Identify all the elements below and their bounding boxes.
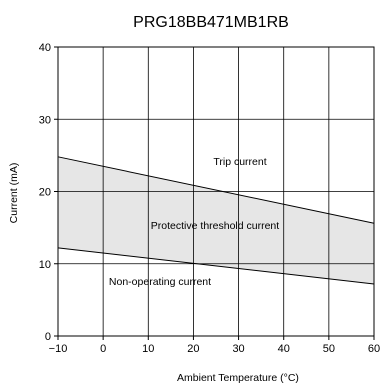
- x-tick-label: 60: [368, 343, 380, 355]
- x-tick-label: −10: [49, 343, 68, 355]
- x-tick-label: 20: [187, 343, 199, 355]
- y-tick-label: 0: [45, 331, 51, 343]
- x-tick-label: 30: [232, 343, 244, 355]
- y-tick-label: 40: [39, 42, 51, 54]
- chart-title: PRG18BB471MB1RB: [133, 14, 289, 31]
- y-tick-label: 10: [39, 259, 51, 271]
- x-axis-label: Ambient Temperature (°C): [177, 372, 299, 383]
- non-operating-current-line: [57, 247, 375, 285]
- y-axis-label: Current (mA): [8, 163, 20, 224]
- x-tick-label: 40: [278, 343, 290, 355]
- y-tick-label: 20: [39, 187, 51, 199]
- x-tick-label: 10: [142, 343, 154, 355]
- band-label: Protective threshold current: [151, 220, 279, 232]
- trip-current-label: Trip current: [213, 156, 266, 168]
- threshold-band: [58, 156, 374, 284]
- y-tick-label: 30: [39, 114, 51, 126]
- trip-current-line: [57, 156, 375, 224]
- x-tick-label: 0: [100, 343, 106, 355]
- non-operating-current-label: Non-operating current: [109, 276, 211, 288]
- x-tick-label: 50: [323, 343, 335, 355]
